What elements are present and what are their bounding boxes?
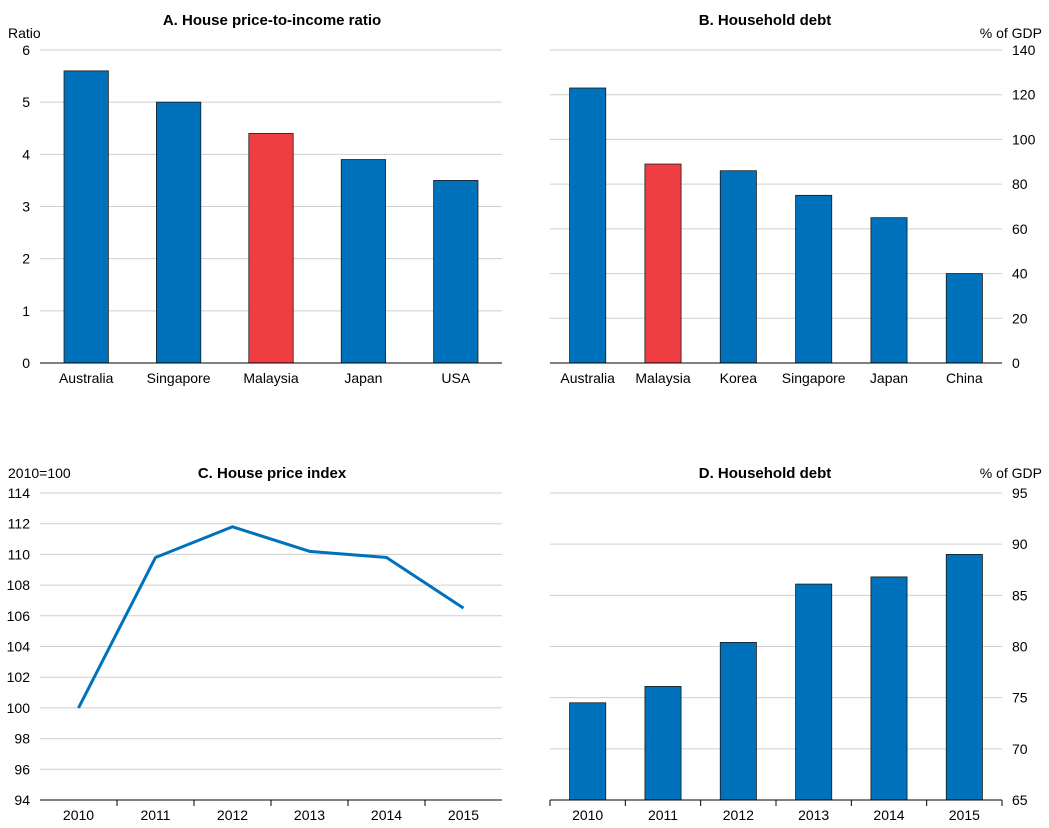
panel-a-ytick-label: 2 [22,251,30,267]
panel-d-bar-2014 [870,576,908,801]
panel-a-ytick-label: 4 [22,146,30,162]
panel-d-bar-2011 [644,686,682,801]
panel-b-bar-china [945,273,983,364]
panel-b: B. Household debt % of GDP 0 20 40 60 80 100 1… [550,12,1042,386]
panel-c-ytick-label: 106 [7,608,31,624]
panel-c-xtick-label: 2011 [140,807,170,823]
panel-a-xtick-label: USA [441,370,470,386]
panel-b-bar-japan [870,217,908,364]
panel-b-xtick-label: Singapore [782,370,846,386]
panel-a-bar-malaysia [248,133,294,364]
panel-b-unit-label: % of GDP [980,25,1042,41]
panel-c-unit-label: 2010=100 [8,465,71,481]
panel-b-xtick-label: Malaysia [635,370,690,386]
panel-c-xtick-label: 2014 [371,807,402,823]
panel-b-ytick-label: 0 [1012,355,1020,371]
panel-b-ytick-label: 40 [1012,266,1028,282]
panel-b-bar-malaysia [644,163,682,364]
panel-c-ytick-label: 98 [14,731,30,747]
panel-b-xtick-label: Korea [720,370,758,386]
panel-d-bar-2015 [945,554,983,801]
panel-d-xtick-label: 2013 [798,807,829,823]
panel-b-bar-singapore [795,194,833,364]
panel-b-ytick-label: 140 [1012,42,1036,58]
panel-a-bar-japan [340,159,386,364]
panel-d-ytick-label: 95 [1012,485,1028,501]
panel-a: A. House price-to-income ratio Ratio 0 1 2… [8,12,502,386]
panel-c-xtick-label: 2015 [448,807,479,823]
panel-d-unit-label: % of GDP [980,465,1042,481]
panel-b-ytick-label: 100 [1012,131,1036,147]
panel-a-ytick-label: 0 [22,355,30,371]
panel-c-xtick-label: 2010 [63,807,94,823]
panel-c-series-line [77,525,465,709]
panel-c-xtick-label: 2012 [217,807,248,823]
panel-a-ytick-label: 1 [22,303,30,319]
panel-c-ytick-label: 110 [8,546,31,562]
panel-c-xtick-label: 2013 [294,807,325,823]
panel-c-ytick-label: 104 [7,639,31,655]
panel-c-ytick-label: 112 [8,516,31,532]
panel-d: D. Household debt % of GDP 65 70 75 80 85 90 9… [549,465,1042,823]
panel-c-title: C. House price index [198,465,347,482]
panel-c-ytick-label: 96 [14,761,30,777]
panel-a-xtick-label: Singapore [147,370,211,386]
panel-d-bar-2010 [569,702,607,801]
panel-c-ytick-label: 102 [7,669,31,685]
panel-b-plot: 0 20 40 60 80 100 120 140 Australia Malaysia Korea… [550,42,1036,386]
panel-d-xtick-label: 2011 [648,807,678,823]
panel-c-ytick-label: 108 [7,577,31,593]
panel-d-xtick-label: 2010 [572,807,603,823]
panel-c: C. House price index 2010=100 94 96 98 100 1… [7,465,502,823]
panel-a-xtick-label: Australia [59,370,114,386]
panel-b-ytick-label: 80 [1012,176,1028,192]
panel-c-plot: 94 96 98 100 102 104 106 108 110 112 114 2010 2011 20… [7,485,502,823]
panel-a-unit-label: Ratio [8,25,41,41]
panel-b-ytick-label: 120 [1012,87,1036,103]
panel-d-xtick-label: 2014 [873,807,904,823]
panel-a-bar-singapore [156,101,202,364]
panel-a-ytick-label: 3 [22,199,30,215]
panel-b-ytick-label: 20 [1012,310,1028,326]
panel-a-plot: 0 1 2 3 4 5 6 Australia Singapore Malaysia Japan US… [22,42,502,386]
panel-b-bar-korea [719,170,757,364]
panel-b-ytick-label: 60 [1012,221,1028,237]
panel-b-xtick-label: China [946,370,983,386]
panel-d-ytick-label: 90 [1012,536,1028,552]
panel-c-ytick-label: 114 [8,485,31,501]
panel-a-xtick-label: Japan [344,370,382,386]
panel-c-ytick-label: 94 [14,792,30,808]
panel-a-bar-australia [63,70,109,364]
panel-b-bar-australia [569,87,607,364]
panel-d-ytick-label: 65 [1012,792,1028,808]
panel-c-ytick-label: 100 [7,700,31,716]
panel-d-bar-2013 [795,583,833,801]
panel-d-ytick-label: 75 [1012,690,1028,706]
panel-d-title: D. Household debt [699,465,832,482]
panel-d-plot: 65 70 75 80 85 90 95 2010 2011 2012 2013 2014 2015 [549,485,1028,823]
panel-d-xtick-label: 2012 [723,807,754,823]
panel-a-ytick-label: 6 [22,42,30,58]
panel-d-ytick-label: 85 [1012,587,1028,603]
panel-a-ytick-label: 5 [22,94,30,110]
panel-a-bar-usa [433,180,479,364]
panel-d-bar-2012 [719,642,757,801]
panel-a-xtick-label: Malaysia [243,370,298,386]
panel-a-title: A. House price-to-income ratio [163,12,381,29]
panel-d-ytick-label: 80 [1012,639,1028,655]
panel-b-xtick-label: Japan [870,370,908,386]
panel-b-title: B. Household debt [699,12,832,29]
panel-d-ytick-label: 70 [1012,741,1028,757]
panel-d-xtick-label: 2015 [949,807,980,823]
panel-b-xtick-label: Australia [560,370,615,386]
